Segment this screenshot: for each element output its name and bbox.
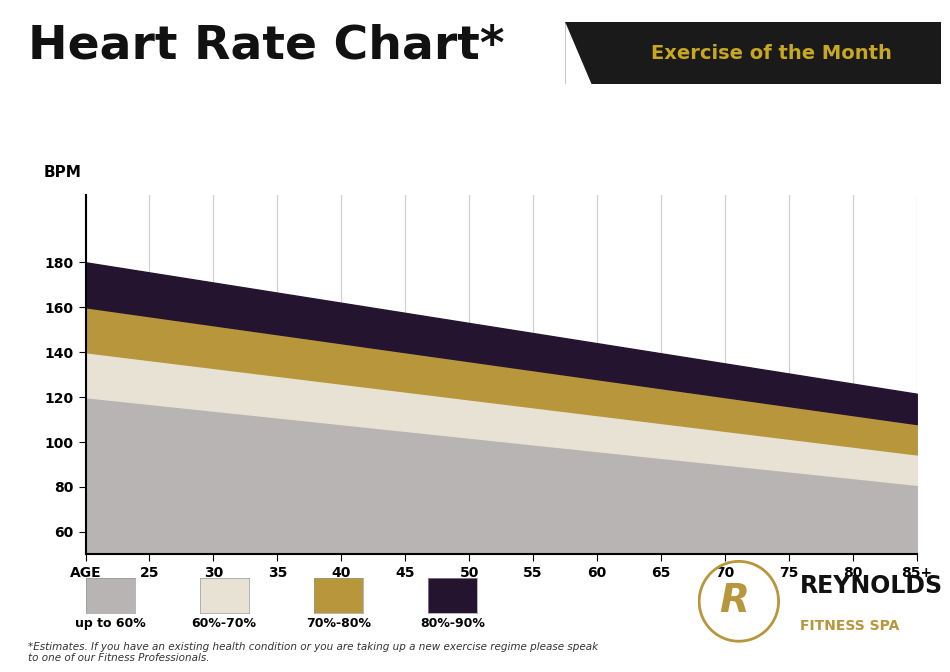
Text: 60%-70%: 60%-70% xyxy=(192,617,256,630)
Text: up to 60%: up to 60% xyxy=(75,617,145,630)
Polygon shape xyxy=(565,22,592,84)
Text: Heart Rate Chart*: Heart Rate Chart* xyxy=(28,24,505,69)
Text: 80%-90%: 80%-90% xyxy=(420,617,484,630)
Text: BPM: BPM xyxy=(44,165,82,181)
Text: FITNESS SPA: FITNESS SPA xyxy=(800,620,900,633)
Text: Exercise of the Month: Exercise of the Month xyxy=(651,44,892,62)
Text: R: R xyxy=(719,583,750,620)
Polygon shape xyxy=(565,22,940,84)
Text: *Estimates. If you have an existing health condition or you are taking up a new : *Estimates. If you have an existing heal… xyxy=(28,642,598,663)
Text: 70%-80%: 70%-80% xyxy=(306,617,371,630)
Text: REYNOLDS: REYNOLDS xyxy=(800,574,943,598)
